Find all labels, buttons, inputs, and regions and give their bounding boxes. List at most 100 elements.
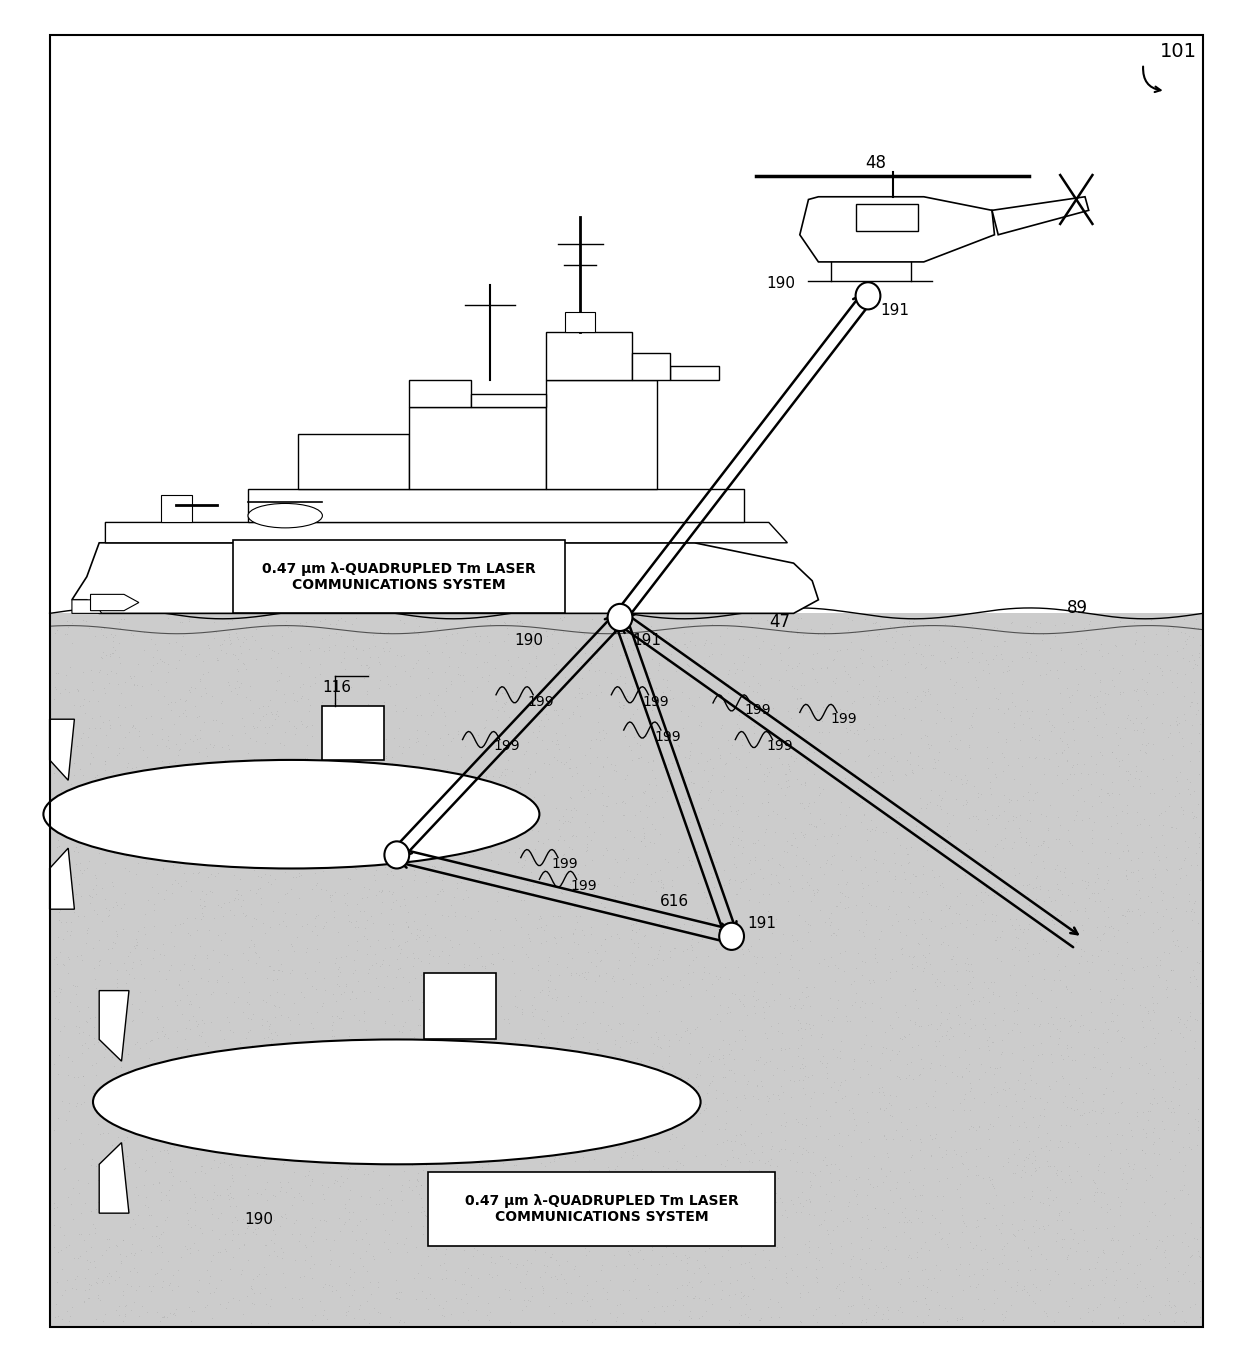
Point (986, 1185, 1006, 1206)
Point (495, 764, 515, 786)
Point (580, 1179, 600, 1201)
Point (249, 710, 269, 731)
Point (357, 1107, 377, 1129)
Point (326, 991, 346, 1012)
Point (832, 882, 852, 904)
Point (872, 987, 892, 1008)
Point (1083, 820, 1102, 841)
Point (1153, 814, 1173, 836)
Point (987, 925, 1007, 947)
Point (192, 1022, 212, 1044)
Point (332, 1171, 352, 1193)
Point (439, 723, 459, 745)
Point (507, 727, 527, 749)
Point (81, 742, 100, 764)
Point (671, 1065, 691, 1087)
Point (729, 988, 749, 1010)
Point (81, 893, 100, 915)
Point (159, 737, 179, 759)
Point (591, 934, 611, 955)
Point (660, 761, 680, 783)
Point (1055, 955, 1075, 977)
Point (781, 835, 801, 856)
Point (1138, 1003, 1158, 1025)
Point (536, 1191, 556, 1213)
Point (810, 742, 830, 764)
Point (124, 1034, 144, 1056)
Point (905, 912, 925, 934)
Point (856, 951, 875, 973)
Point (605, 1115, 625, 1137)
Point (699, 1073, 719, 1095)
Point (635, 1167, 655, 1189)
Point (1019, 746, 1039, 768)
Point (1171, 858, 1190, 879)
Point (739, 1213, 759, 1235)
Point (326, 792, 346, 814)
Point (407, 727, 427, 749)
Point (887, 1120, 906, 1141)
Point (1069, 953, 1089, 974)
Point (190, 889, 210, 911)
Point (500, 1253, 520, 1274)
Point (79, 851, 99, 873)
Point (859, 693, 879, 715)
Point (560, 897, 580, 919)
Point (412, 806, 432, 828)
Point (1101, 816, 1121, 837)
Point (365, 1145, 384, 1167)
Point (652, 873, 672, 894)
Bar (50, 613, 1203, 1327)
Point (806, 1247, 826, 1269)
Point (1102, 1061, 1122, 1083)
Point (1096, 783, 1116, 805)
Point (618, 1129, 637, 1151)
Point (1025, 904, 1045, 925)
Point (990, 1094, 1009, 1115)
Point (424, 1224, 444, 1246)
Point (569, 965, 589, 987)
Point (593, 1254, 613, 1276)
Point (441, 828, 461, 849)
Point (878, 806, 898, 828)
Point (346, 1228, 366, 1250)
Point (148, 1262, 167, 1284)
Point (1130, 887, 1149, 909)
Point (580, 1295, 600, 1316)
Point (124, 966, 144, 988)
Point (435, 1114, 455, 1136)
Point (267, 1039, 286, 1061)
Point (955, 764, 975, 786)
Point (789, 651, 808, 673)
Point (956, 1216, 976, 1238)
Point (768, 1019, 787, 1041)
Point (975, 1206, 994, 1228)
Point (340, 725, 360, 746)
Point (665, 631, 684, 653)
Point (804, 976, 823, 997)
Point (828, 1080, 848, 1102)
Point (952, 773, 972, 795)
Point (1176, 664, 1195, 685)
Point (655, 1102, 675, 1124)
Point (655, 1170, 675, 1191)
Point (826, 1091, 846, 1113)
Point (413, 978, 433, 1000)
Point (630, 1239, 650, 1261)
Point (413, 992, 433, 1014)
Point (79, 1251, 99, 1273)
Point (899, 1171, 919, 1193)
Point (563, 824, 583, 845)
Point (475, 955, 495, 977)
Point (785, 995, 805, 1016)
Point (682, 622, 702, 643)
Point (208, 1156, 228, 1178)
Point (491, 995, 511, 1016)
Point (453, 1147, 472, 1168)
Point (689, 1272, 709, 1293)
Point (1034, 908, 1054, 930)
Point (347, 1215, 367, 1236)
Point (52, 782, 72, 803)
Point (620, 1098, 640, 1120)
Point (932, 1147, 952, 1168)
